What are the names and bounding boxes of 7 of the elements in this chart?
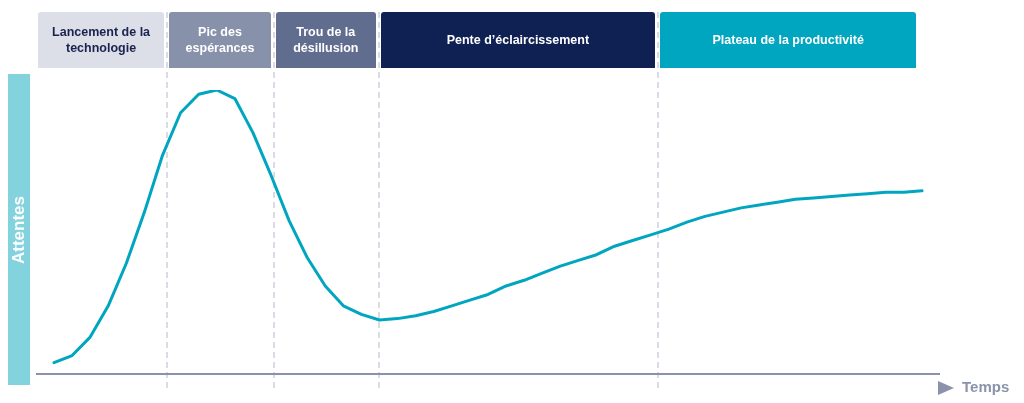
text: Pic des espérances [169, 12, 271, 68]
y-axis-title: Attentes [9, 195, 29, 264]
text: Lancement de la technologie [38, 12, 165, 68]
text: Trou de la désillusion [275, 12, 376, 68]
x-axis-title: Temps [962, 378, 1010, 395]
text: Plateau de la productivité [660, 12, 917, 68]
text: Pente d’éclaircissement [380, 12, 656, 68]
